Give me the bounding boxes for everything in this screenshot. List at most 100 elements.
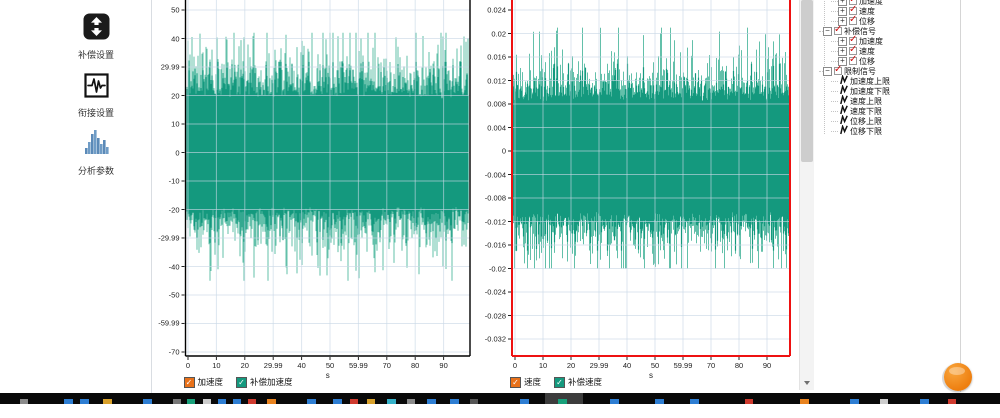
tree-item-速度[interactable]: + ✓ 速度 [815,4,961,16]
collapse-icon[interactable]: − [823,66,832,76]
taskbar-icon-sliver[interactable] [64,399,73,404]
x-tick-label: 29.99 [589,361,609,370]
taskbar-icon-sliver[interactable] [203,399,211,404]
tree-item-加速度[interactable]: +✓加速度 [815,34,961,46]
tree-item-限制信号[interactable]: − ✓ 限制信号 [815,64,961,76]
legend-checkbox-icon[interactable]: ✓ [554,376,566,388]
x-tick-label: 59.99 [349,361,368,370]
legend-item[interactable]: ✓ 速度 [510,376,541,388]
legend-item[interactable]: ✓ 加速度 [183,376,223,388]
tree-item-加速度[interactable]: +✓加速度 [815,0,961,6]
red-check-icon: ✓ [849,0,857,5]
tree-connector [831,0,838,2]
taskbar-icon-sliver[interactable] [880,399,888,404]
tree-item-补偿信号[interactable]: − ✓ 补偿信号 [815,24,961,36]
taskbar-icon-sliver[interactable] [948,399,956,404]
splice-waveform-icon [83,73,109,103]
chevron-down-icon [804,381,810,385]
tree-checkbox[interactable]: ✓ [849,14,857,25]
scrollbar-down-button[interactable] [800,376,814,390]
taskbar-icon-sliver[interactable] [470,399,478,404]
signal-noise-core [186,61,469,244]
red-check-icon: ✓ [834,64,843,75]
taskbar-icon-sliver[interactable] [558,399,567,404]
taskbar-icon-sliver[interactable] [407,399,415,404]
tree-checkbox[interactable]: ✓ [834,24,842,35]
tree-connector [831,120,838,122]
tree-item-label: 补偿信号 [844,26,876,36]
expand-icon[interactable]: + [838,46,847,56]
y-tick-label: -0.012 [484,217,506,226]
taskbar-icon-sliver[interactable] [655,399,664,404]
tree-checkbox[interactable]: ✓ [849,54,857,65]
x-tick-label: 80 [734,361,744,370]
legend-item[interactable]: ✓ 补偿加速度 [236,376,293,388]
expand-icon[interactable]: + [838,0,847,6]
scrollbar-thumb[interactable] [801,0,813,162]
expand-icon[interactable]: + [838,16,847,26]
tree-checkbox[interactable]: ✓ [849,34,857,45]
taskbar-icon-sliver[interactable] [520,399,529,404]
tree-checkbox[interactable]: ✓ [849,4,857,15]
tool-sidebar: 补偿设置 衔接设置 [0,0,152,393]
expand-icon[interactable]: + [838,6,847,16]
legend-label: 补偿加速度 [250,377,293,387]
taskbar-icon-sliver[interactable] [187,399,195,404]
tree-item-加速度上限[interactable]: 加速度上限 [815,74,961,86]
tree-checkbox[interactable]: ✓ [834,64,843,75]
limit-signal-icon [840,104,848,117]
tree-item-速度下限[interactable]: 速度下限 [815,104,961,117]
tree-item-位移下限[interactable]: 位移下限 [815,124,961,136]
taskbar-icon-sliver[interactable] [173,399,181,404]
taskbar-icon-sliver[interactable] [143,399,152,404]
chart-legend: ✓ 速度 ✓ 补偿速度 [510,376,602,388]
collapse-icon[interactable]: − [823,26,832,36]
splice-settings-button[interactable]: 衔接设置 [60,73,132,119]
floating-assistant-button[interactable] [944,363,972,391]
taskbar-icon-sliver[interactable] [333,399,342,404]
expand-icon[interactable]: + [838,36,847,46]
taskbar-icon-sliver[interactable] [850,399,859,404]
taskbar-icon-sliver[interactable] [267,399,276,404]
taskbar-icon-sliver[interactable] [427,399,436,404]
legend-checkbox-icon[interactable]: ✓ [510,376,521,388]
taskbar-icon-sliver[interactable] [920,399,929,404]
taskbar-icon-sliver[interactable] [610,399,619,404]
tree-item-加速度下限[interactable]: 加速度下限 [815,84,961,96]
taskbar-icon-sliver[interactable] [350,399,358,404]
tree-checkbox[interactable]: ✓ [849,44,857,55]
y-tick-label: 0.012 [487,76,506,85]
tree-item-位移上限[interactable]: 位移上限 [815,114,961,126]
taskbar-icon-sliver[interactable] [745,399,753,404]
compensation-settings-button[interactable]: 补偿设置 [60,13,132,61]
taskbar-icon-sliver[interactable] [450,399,459,404]
legend-checkbox-icon[interactable]: ✓ [183,376,195,388]
taskbar-icon-sliver[interactable] [387,399,396,404]
tree-item-位移[interactable]: + ✓ 位移 [815,14,961,26]
charts-vertical-scrollbar[interactable] [799,0,814,390]
y-tick-label: -0.032 [484,334,506,344]
tree-item-位移[interactable]: + ✓ 位移 [815,54,961,66]
expand-icon[interactable]: + [838,56,847,66]
taskbar-icon-sliver[interactable] [248,399,256,404]
tree-item-label: 加速度上限 [850,76,890,86]
tree-checkbox[interactable]: ✓ [849,0,857,5]
taskbar-icon-sliver[interactable] [800,399,809,404]
tree-item-速度上限[interactable]: 速度上限 [815,94,961,106]
taskbar-icon-sliver[interactable] [80,399,89,404]
taskbar-icon-sliver[interactable] [690,399,699,404]
taskbar-icon-sliver[interactable] [367,399,375,404]
taskbar-icon-sliver[interactable] [307,399,316,404]
taskbar-icon-sliver[interactable] [20,399,28,404]
button-gloss [949,367,965,375]
legend-checkbox-icon[interactable]: ✓ [236,376,248,388]
taskbar-icon-sliver[interactable] [233,399,241,404]
taskbar-icon-sliver[interactable] [218,399,226,404]
x-tick-label: 20 [240,361,249,370]
analysis-parameters-button[interactable]: 分析参数 [60,126,132,177]
os-taskbar-strip[interactable] [0,393,1000,404]
taskbar-icon-sliver[interactable] [103,399,112,404]
tree-item-速度[interactable]: + ✓ 速度 [815,44,961,56]
legend-item[interactable]: ✓ 补偿速度 [554,376,602,388]
taskbar-active-app[interactable] [545,393,583,404]
